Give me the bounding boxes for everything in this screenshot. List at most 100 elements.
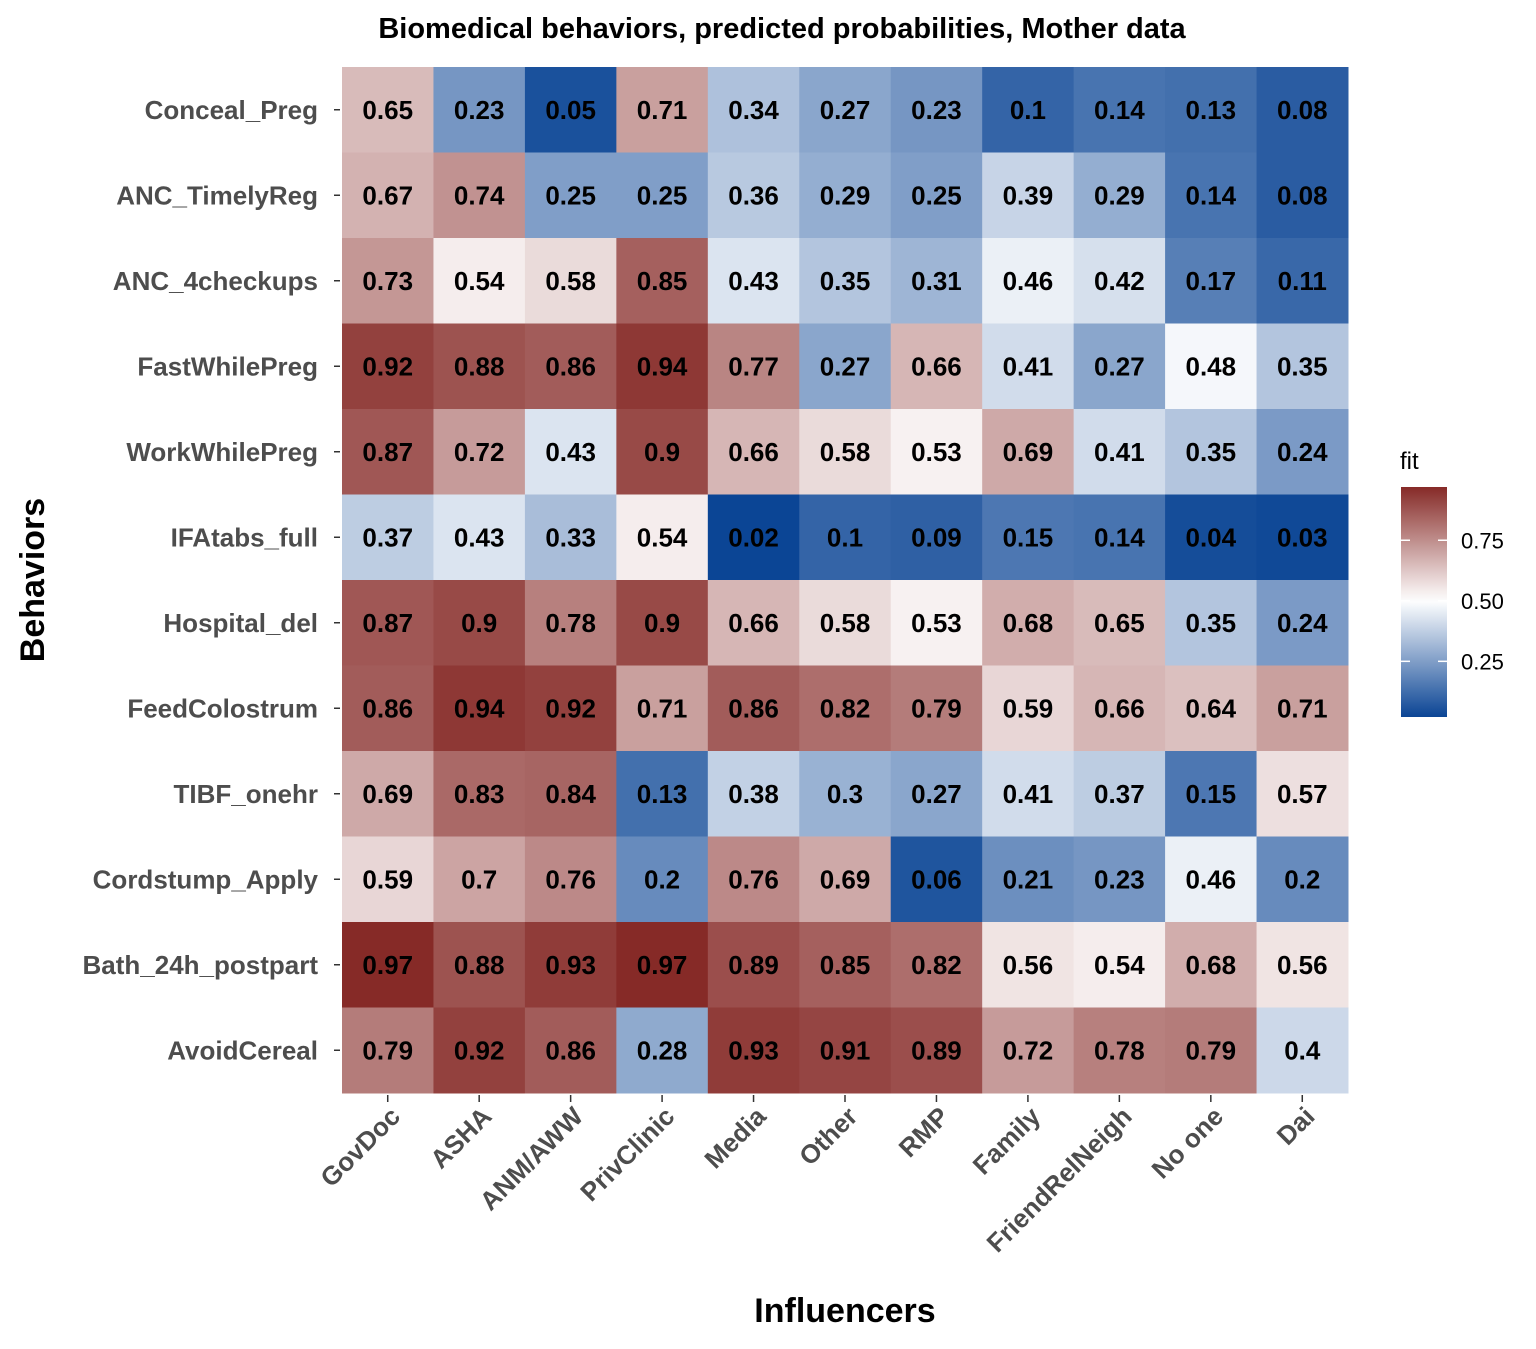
heatmap-cell <box>433 836 526 923</box>
heatmap-cell <box>616 152 709 239</box>
cell-value-label: 0.43 <box>545 437 596 467</box>
heatmap-cell <box>982 323 1075 410</box>
heatmap-cell <box>524 922 617 1008</box>
cell-value-label: 0.35 <box>1186 437 1237 467</box>
heatmap-cell <box>890 922 983 1008</box>
heatmap-cell <box>1256 238 1349 324</box>
cell-value-label: 0.27 <box>820 351 871 381</box>
cell-value-label: 0.65 <box>362 95 413 125</box>
cell-value-label: 0.92 <box>545 693 596 723</box>
cell-value-label: 0.84 <box>545 779 596 809</box>
cell-value-label: 0.85 <box>820 950 871 980</box>
cell-value-label: 0.78 <box>545 608 596 638</box>
cell-value-label: 0.34 <box>728 95 779 125</box>
cell-value-label: 0.25 <box>911 180 962 210</box>
x-tick-label: Dai <box>1271 1101 1321 1151</box>
heatmap-cell <box>982 580 1075 666</box>
heatmap-cell <box>1073 836 1166 923</box>
heatmap-cell <box>342 409 434 495</box>
cell-value-label: 0.92 <box>454 1035 505 1065</box>
heatmap-cell <box>707 1007 800 1094</box>
cell-value-label: 0.87 <box>362 608 413 638</box>
cell-value-label: 0.1 <box>827 522 863 552</box>
heatmap-cell <box>707 836 800 923</box>
cell-value-label: 0.33 <box>545 522 596 552</box>
cell-value-label: 0.08 <box>1277 95 1328 125</box>
cell-value-label: 0.92 <box>362 351 413 381</box>
heatmap-cell <box>1073 665 1166 752</box>
cell-value-label: 0.24 <box>1277 437 1328 467</box>
cell-value-label: 0.79 <box>1186 1035 1237 1065</box>
cell-value-label: 0.21 <box>1003 864 1054 894</box>
heatmap-cell <box>707 580 800 666</box>
cell-value-label: 0.28 <box>637 1035 688 1065</box>
heatmap-cell <box>342 751 434 837</box>
x-tick-label: Family <box>967 1101 1047 1181</box>
heatmap-cell <box>1256 665 1349 752</box>
heatmap-cell <box>982 238 1075 324</box>
heatmap-cell <box>1165 922 1258 1008</box>
cell-value-label: 0.25 <box>545 180 596 210</box>
cell-value-label: 0.43 <box>454 522 505 552</box>
heatmap-cell <box>433 152 526 239</box>
cell-value-label: 0.29 <box>820 180 871 210</box>
cell-value-label: 0.27 <box>911 779 962 809</box>
cell-value-label: 0.38 <box>728 779 779 809</box>
heatmap-cell <box>799 323 892 410</box>
y-tick-label: Cordstump_Apply <box>93 864 319 894</box>
cell-value-label: 0.93 <box>545 950 596 980</box>
cell-value-label: 0.77 <box>728 351 779 381</box>
cell-value-label: 0.36 <box>728 180 779 210</box>
heatmap-cell <box>982 67 1075 153</box>
cell-value-label: 0.2 <box>644 864 680 894</box>
cell-value-label: 0.42 <box>1094 266 1145 296</box>
cell-value-label: 0.93 <box>728 1035 779 1065</box>
heatmap-cell <box>982 494 1075 581</box>
cell-value-label: 0.57 <box>1277 779 1328 809</box>
cell-value-label: 0.06 <box>911 864 962 894</box>
cell-value-label: 0.69 <box>1003 437 1054 467</box>
heatmap-cell <box>1073 1007 1166 1094</box>
cell-value-label: 0.02 <box>728 522 779 552</box>
heatmap-cell <box>524 751 617 837</box>
cell-value-label: 0.43 <box>728 266 779 296</box>
cell-value-label: 0.13 <box>637 779 688 809</box>
heatmap-cell <box>890 751 983 837</box>
cell-value-label: 0.97 <box>362 950 413 980</box>
heatmap-cell <box>1165 494 1258 581</box>
heatmap-cell <box>433 751 526 837</box>
cell-value-label: 0.31 <box>911 266 962 296</box>
cell-value-label: 0.56 <box>1003 950 1054 980</box>
heatmap-cell <box>433 409 526 495</box>
x-axis-label: Influencers <box>754 1292 935 1330</box>
cell-value-label: 0.66 <box>728 608 779 638</box>
heatmap-cell <box>799 238 892 324</box>
heatmap-cell <box>707 323 800 410</box>
heatmap-cell <box>1165 836 1258 923</box>
cell-value-label: 0.78 <box>1094 1035 1145 1065</box>
cell-value-label: 0.4 <box>1284 1035 1321 1065</box>
heatmap-cell <box>433 580 526 666</box>
heatmap-cell <box>433 323 526 410</box>
cell-value-label: 0.86 <box>545 351 596 381</box>
cell-value-label: 0.35 <box>1277 351 1328 381</box>
heatmap-cell <box>982 152 1075 239</box>
cell-value-label: 0.14 <box>1094 522 1145 552</box>
heatmap-cell <box>524 494 617 581</box>
heatmap-cell <box>707 665 800 752</box>
cell-value-label: 0.48 <box>1186 351 1237 381</box>
heatmap-cell <box>1165 409 1258 495</box>
cell-value-label: 0.14 <box>1186 180 1237 210</box>
cell-value-label: 0.59 <box>362 864 413 894</box>
heatmap-cell <box>342 323 434 410</box>
heatmap-cell <box>433 67 526 153</box>
cell-value-label: 0.35 <box>1186 608 1237 638</box>
cell-value-label: 0.54 <box>637 522 688 552</box>
heatmap-cell <box>1073 580 1166 666</box>
y-tick-label: Bath_24h_postpart <box>83 950 319 980</box>
x-tick-label: GovDoc <box>314 1101 406 1193</box>
cell-value-label: 0.11 <box>1278 266 1327 296</box>
y-tick-label: AvoidCereal <box>167 1035 318 1065</box>
heatmap-cell <box>433 238 526 324</box>
heatmap-cell <box>524 665 617 752</box>
